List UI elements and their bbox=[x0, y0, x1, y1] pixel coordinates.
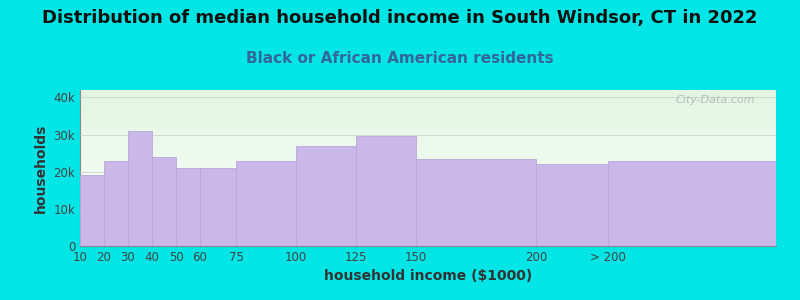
Bar bbox=[80, 119, 776, 121]
Bar bbox=[80, 203, 776, 205]
Bar bbox=[80, 180, 776, 182]
Bar bbox=[80, 184, 776, 185]
Bar bbox=[80, 100, 776, 102]
Bar bbox=[80, 174, 776, 176]
Bar bbox=[80, 156, 776, 158]
Bar bbox=[80, 148, 776, 150]
Bar bbox=[80, 240, 776, 242]
Bar bbox=[80, 108, 776, 109]
Bar bbox=[80, 209, 776, 211]
Bar bbox=[152, 157, 176, 246]
Bar bbox=[80, 113, 776, 115]
Bar bbox=[80, 178, 776, 180]
Bar bbox=[80, 176, 104, 246]
Bar bbox=[80, 229, 776, 230]
Bar bbox=[80, 104, 776, 106]
Bar bbox=[80, 121, 776, 123]
Bar bbox=[80, 94, 776, 96]
Bar bbox=[80, 133, 776, 135]
Bar bbox=[80, 158, 776, 160]
Bar bbox=[80, 139, 776, 141]
Bar bbox=[80, 154, 776, 156]
Bar bbox=[80, 98, 776, 100]
Bar bbox=[536, 164, 608, 246]
Bar bbox=[80, 220, 776, 223]
Bar bbox=[80, 123, 776, 125]
Bar bbox=[128, 131, 152, 246]
Text: Black or African American residents: Black or African American residents bbox=[246, 51, 554, 66]
Bar bbox=[80, 141, 776, 143]
Bar bbox=[80, 96, 776, 98]
Bar bbox=[80, 164, 776, 166]
Bar bbox=[80, 143, 776, 145]
Bar bbox=[80, 147, 776, 148]
Bar bbox=[80, 217, 776, 219]
Bar bbox=[80, 190, 776, 191]
Bar bbox=[416, 159, 536, 246]
Bar bbox=[80, 145, 776, 147]
Bar bbox=[80, 110, 776, 111]
Bar bbox=[80, 127, 776, 129]
Bar bbox=[80, 170, 776, 172]
Bar bbox=[80, 152, 776, 154]
Bar bbox=[80, 135, 776, 137]
Bar bbox=[80, 162, 776, 164]
Bar bbox=[80, 191, 776, 193]
Bar bbox=[80, 172, 776, 174]
Bar bbox=[80, 151, 776, 152]
Bar bbox=[80, 244, 776, 246]
Bar bbox=[80, 205, 776, 207]
Bar bbox=[80, 213, 776, 215]
Bar bbox=[296, 146, 356, 246]
Bar bbox=[80, 160, 776, 162]
Bar bbox=[356, 136, 416, 246]
Bar bbox=[80, 223, 776, 224]
X-axis label: household income ($1000): household income ($1000) bbox=[324, 269, 532, 284]
Bar bbox=[80, 125, 776, 127]
Bar bbox=[80, 182, 776, 184]
Bar bbox=[80, 234, 776, 236]
Bar bbox=[80, 112, 776, 113]
Bar bbox=[608, 160, 776, 246]
Bar bbox=[104, 160, 128, 246]
Bar bbox=[80, 219, 776, 221]
Bar bbox=[236, 160, 296, 246]
Bar bbox=[80, 224, 776, 226]
Bar bbox=[80, 242, 776, 244]
Bar bbox=[80, 211, 776, 213]
Y-axis label: households: households bbox=[34, 123, 48, 213]
Bar bbox=[80, 226, 776, 229]
Bar bbox=[80, 117, 776, 119]
Bar bbox=[80, 199, 776, 201]
Bar bbox=[80, 129, 776, 131]
Bar bbox=[80, 232, 776, 234]
Bar bbox=[80, 102, 776, 104]
Bar bbox=[80, 137, 776, 139]
Bar bbox=[80, 168, 776, 170]
Bar bbox=[80, 131, 776, 133]
Bar bbox=[80, 201, 776, 203]
Bar bbox=[80, 195, 776, 197]
Bar bbox=[80, 116, 776, 117]
Bar bbox=[80, 207, 776, 209]
Bar bbox=[80, 185, 776, 188]
Bar bbox=[176, 168, 200, 246]
Bar bbox=[80, 193, 776, 195]
Bar bbox=[80, 92, 776, 94]
Bar bbox=[80, 188, 776, 190]
Text: Distribution of median household income in South Windsor, CT in 2022: Distribution of median household income … bbox=[42, 9, 758, 27]
Bar bbox=[200, 168, 236, 246]
Bar bbox=[80, 197, 776, 199]
Bar bbox=[80, 238, 776, 240]
Bar bbox=[80, 176, 776, 178]
Text: City-Data.com: City-Data.com bbox=[676, 95, 755, 105]
Bar bbox=[80, 215, 776, 217]
Bar bbox=[80, 230, 776, 232]
Bar bbox=[80, 106, 776, 108]
Bar bbox=[80, 90, 776, 92]
Bar bbox=[80, 166, 776, 168]
Bar bbox=[80, 236, 776, 238]
